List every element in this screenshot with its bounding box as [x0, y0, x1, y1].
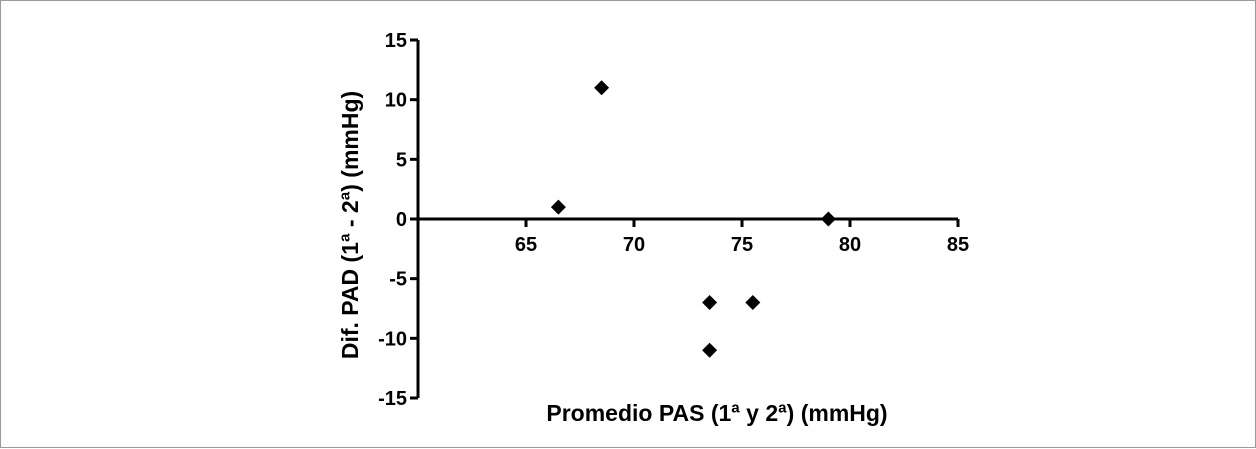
data-point	[702, 342, 718, 358]
x-tick-label: 80	[839, 234, 861, 256]
y-tick-label: 0	[396, 209, 407, 231]
x-tick-label: 85	[947, 234, 969, 256]
y-tick-label: -10	[378, 328, 407, 350]
data-points	[550, 80, 836, 358]
data-point	[550, 199, 566, 215]
x-tick-label: 75	[731, 234, 753, 256]
y-axis-title: Dif. PAD (1ª - 2ª) (mmHg)	[337, 91, 363, 359]
data-point	[745, 295, 761, 311]
x-tick-label: 65	[515, 234, 537, 256]
data-point	[594, 80, 610, 96]
data-point	[820, 211, 836, 227]
x-tick-label: 70	[623, 234, 645, 256]
y-tick-label: -15	[378, 388, 407, 410]
x-axis-title: Promedio PAS (1ª y 2ª) (mmHg)	[546, 400, 887, 426]
y-tick-label: 15	[385, 30, 407, 52]
y-tick-label: 5	[396, 149, 407, 171]
x-axis: 65 70 75 80 85	[418, 217, 969, 256]
data-point	[702, 295, 718, 311]
y-tick-label: 10	[385, 90, 407, 112]
y-tick-label: -5	[389, 269, 407, 291]
y-axis: 15 10 5 0 -5 -10 -15	[378, 30, 420, 410]
